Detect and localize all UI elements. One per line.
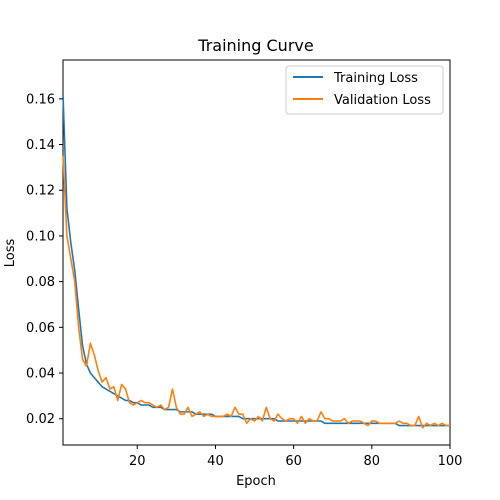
x-axis-ticks: 20 40 60 80 100 [129,445,462,469]
legend: Training Loss Validation Loss [285,65,444,115]
y-tick-label: 0.08 [26,275,55,290]
legend-box [285,65,444,115]
y-tick-label: 0.12 [26,184,55,199]
plot-area [62,59,451,446]
y-tick-label: 0.02 [26,412,55,427]
x-tick-label: 60 [285,454,302,469]
legend-label-training-loss: Training Loss [333,71,418,86]
x-tick-label: 40 [207,454,224,469]
series-lines [62,94,450,429]
x-axis-label: Epoch [236,474,276,489]
plot-frame [62,59,451,446]
chart-title: Training Curve [197,36,313,55]
legend-label-validation-loss: Validation Loss [334,93,431,108]
y-tick-label: 0.04 [26,367,55,382]
x-tick-label: 80 [364,454,381,469]
y-axis-label: Loss [3,239,18,268]
y-tick-label: 0.06 [26,321,55,336]
x-tick-label: 100 [438,454,463,469]
x-tick-label: 20 [129,454,146,469]
series-line-training-loss [62,94,450,427]
y-tick-label: 0.10 [26,229,55,244]
series-line-validation-loss [62,155,450,429]
y-tick-label: 0.14 [26,138,55,153]
y-tick-label: 0.16 [26,92,55,107]
y-axis-ticks: 0.02 0.04 0.06 0.08 0.10 0.12 0.14 0.16 [26,92,63,427]
